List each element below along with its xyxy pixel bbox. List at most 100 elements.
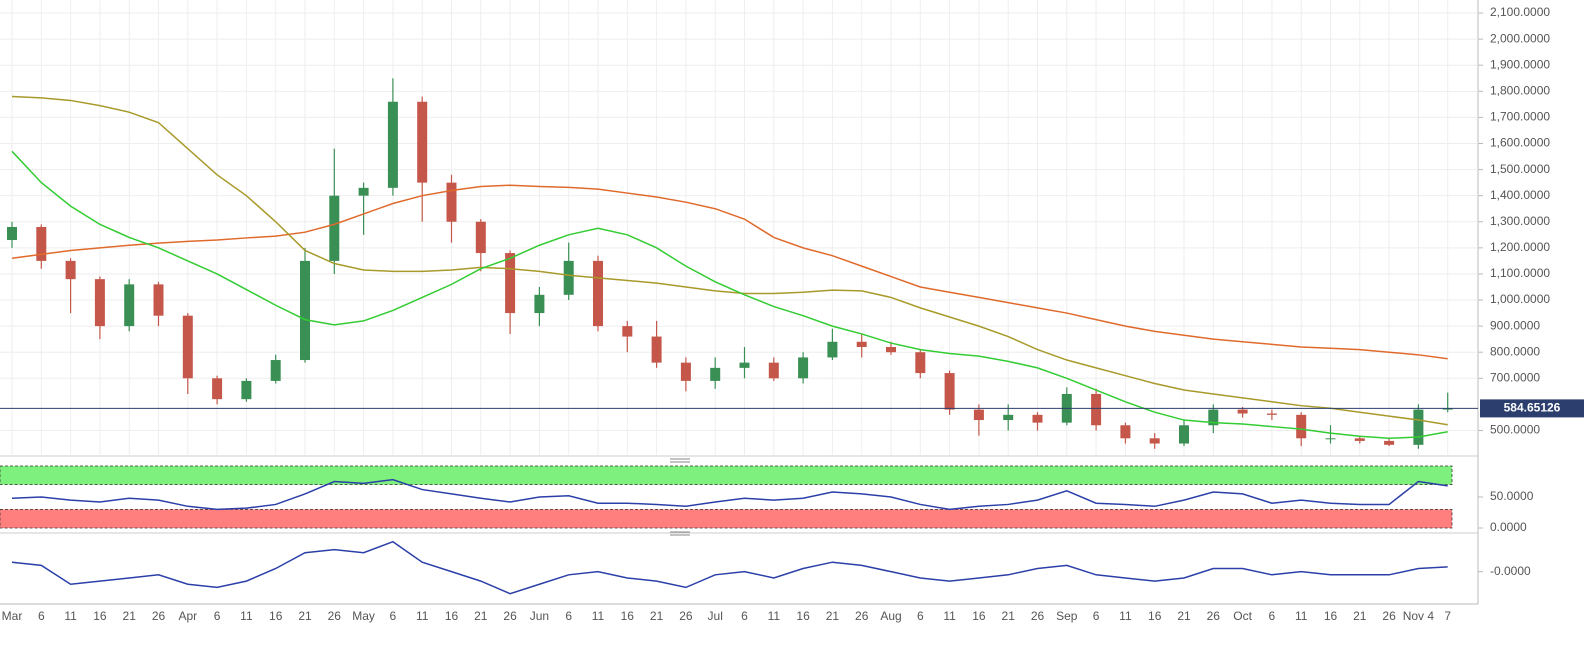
y-tick-label: 1,400.0000 (1490, 188, 1550, 202)
series-line (11, 184, 1448, 360)
candle-body (1384, 440, 1395, 445)
candle-body (212, 378, 223, 400)
candle-body (798, 357, 809, 379)
candle-body (1149, 438, 1160, 444)
x-tick-label: 26 (1382, 609, 1396, 623)
x-tick-label: 16 (445, 609, 459, 623)
x-tick-label: 16 (1324, 609, 1338, 623)
candle-body (446, 182, 457, 222)
candle-body (417, 101, 428, 183)
x-tick-label: 21 (1177, 609, 1191, 623)
x-tick-label: 21 (650, 609, 664, 623)
candle-body (1120, 425, 1131, 439)
x-tick-label: 26 (1031, 609, 1045, 623)
x-tick-label: 16 (796, 609, 810, 623)
x-tick-label: 11 (592, 609, 605, 623)
candle-body (856, 341, 867, 347)
x-tick-label: Mar (2, 609, 23, 623)
candle-body (1091, 393, 1102, 426)
x-tick-label: 6 (38, 609, 45, 623)
candle-body (1325, 438, 1336, 440)
x-tick-label: 26 (1207, 609, 1221, 623)
candle-body (1208, 409, 1219, 426)
x-tick-label: 21 (123, 609, 137, 623)
candle-body (563, 260, 574, 295)
candle-body (827, 341, 838, 358)
y-tick-label: 1,300.0000 (1490, 214, 1550, 228)
x-tick-label: 6 (1269, 609, 1276, 623)
candle-body (124, 284, 135, 327)
candle-body (1179, 425, 1189, 444)
x-tick-label: Sep (1056, 609, 1078, 623)
y-tick-label: 50.0000 (1490, 489, 1534, 503)
price-tag (1480, 399, 1584, 418)
candle-body (944, 373, 955, 410)
y-tick-label: 1,100.0000 (1490, 266, 1550, 280)
y-tick-label: 800.0000 (1490, 344, 1540, 358)
candle-body (1413, 409, 1424, 445)
x-tick-label: 6 (1093, 609, 1100, 623)
y-tick-label: 700.0000 (1490, 370, 1540, 384)
x-tick-label: 11 (1295, 609, 1308, 623)
candle-body (65, 260, 76, 280)
series-line (11, 478, 1448, 511)
candle-body (7, 226, 17, 241)
y-tick-label: 2,100.0000 (1490, 5, 1550, 19)
y-tick-label: 1,600.0000 (1490, 136, 1550, 150)
x-tick-label: 11 (240, 609, 253, 623)
x-tick-label: 16 (269, 609, 283, 623)
x-tick-label: 6 (917, 609, 924, 623)
candle-body (651, 336, 662, 363)
candle-body (680, 362, 691, 381)
candle-body (534, 294, 545, 314)
candle-body (182, 315, 193, 379)
x-tick-label: 26 (328, 609, 342, 623)
y-tick-label: 900.0000 (1490, 318, 1540, 332)
candle-body (768, 362, 779, 379)
candle-body (241, 380, 252, 400)
x-tick-label: May (352, 609, 375, 623)
candle-body (94, 279, 105, 327)
candle-body (475, 221, 486, 254)
candle-body (886, 346, 896, 353)
x-tick-label: 6 (741, 609, 748, 623)
x-tick-label: 6 (390, 609, 397, 623)
candle-body (1237, 409, 1248, 414)
x-tick-label: 16 (621, 609, 635, 623)
x-tick-label: Jun (530, 609, 549, 623)
candle-body (593, 260, 603, 327)
x-tick-label: 26 (152, 609, 166, 623)
series-line (11, 540, 1448, 595)
x-tick-label: 6 (214, 609, 221, 623)
y-tick-label: 1,000.0000 (1490, 292, 1550, 306)
series-line (11, 95, 1448, 426)
candle-body (1032, 414, 1043, 423)
candle-body (973, 409, 984, 421)
candle-body (358, 187, 369, 196)
candle-body (505, 253, 516, 314)
x-tick-label: 26 (679, 609, 693, 623)
x-tick-label: 21 (1002, 609, 1016, 623)
x-tick-label: Apr (178, 609, 197, 623)
candle-body (153, 284, 164, 316)
candle-body (300, 260, 310, 361)
x-tick-label: 21 (826, 609, 840, 623)
candle-body (387, 101, 398, 188)
y-tick-label: 500.0000 (1490, 423, 1540, 437)
y-tick-label: 1,900.0000 (1490, 57, 1550, 71)
candle-body (1354, 438, 1365, 441)
y-tick-label: 1,200.0000 (1490, 240, 1550, 254)
candle-body (36, 226, 47, 261)
x-tick-label: 16 (1148, 609, 1162, 623)
candle-body (622, 326, 633, 337)
resize-handle[interactable] (670, 458, 690, 463)
candle-body (1266, 413, 1277, 415)
x-tick-label: 11 (768, 609, 781, 623)
resize-handle[interactable] (670, 531, 690, 536)
x-tick-label: 21 (1353, 609, 1367, 623)
x-tick-label: 26 (503, 609, 517, 623)
y-tick-label: 1,800.0000 (1490, 83, 1550, 97)
